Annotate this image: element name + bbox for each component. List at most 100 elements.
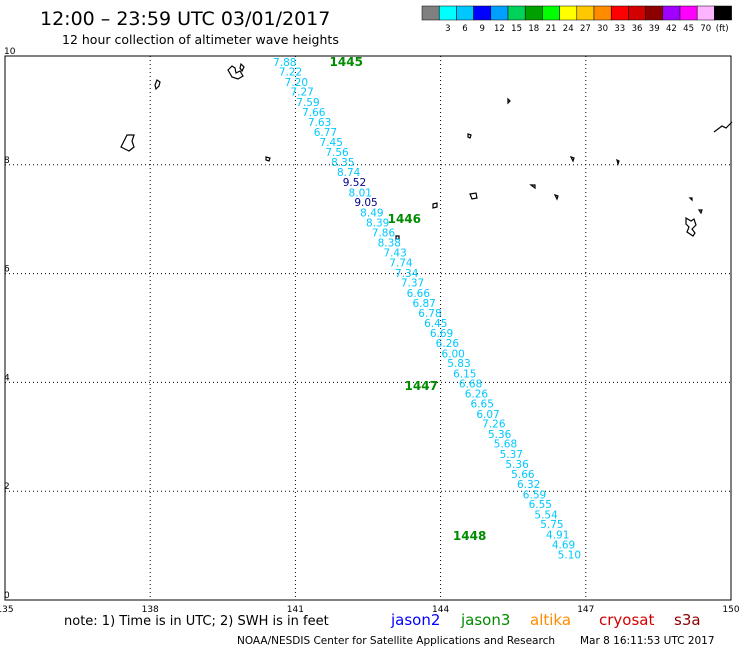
swh-value: 7.43 xyxy=(383,248,406,260)
island-outline xyxy=(467,133,472,139)
colorbar-legend: 3 6 9 12 15 18 21 24 27 30 33 36 39 42 45 70 (ft) xyxy=(421,5,732,34)
lon-tick-label: 138 xyxy=(142,605,159,615)
map-title: 12:00 – 23:59 UTC 03/01/2017 xyxy=(40,8,330,30)
island-outline xyxy=(432,202,438,209)
lon-tick-label: 135 xyxy=(0,605,14,615)
colorbar-swatch xyxy=(576,5,595,21)
island-outline xyxy=(713,121,733,133)
swh-value: 6.32 xyxy=(517,479,540,491)
swh-value: 5.10 xyxy=(558,550,581,562)
swh-value: 5.37 xyxy=(500,449,523,461)
island-outline xyxy=(265,156,271,162)
swh-value: 8.38 xyxy=(378,237,401,249)
island-outline xyxy=(395,235,400,240)
swh-value: 6.55 xyxy=(529,499,552,511)
colorbar-tick-label: 45 xyxy=(683,24,694,34)
swh-value: 6.69 xyxy=(430,328,453,340)
colorbar-swatch xyxy=(679,5,698,21)
lat-tick-label: 6 xyxy=(4,265,10,275)
swh-value: 6.68 xyxy=(459,378,482,390)
swh-value: 7.59 xyxy=(296,97,319,109)
island-outline xyxy=(469,192,478,200)
lat-tick-label: 0 xyxy=(4,591,10,601)
swh-value: 8.01 xyxy=(349,187,372,199)
colorbar-tick-label: 30 xyxy=(597,24,608,34)
lon-tick-label: 147 xyxy=(577,605,594,615)
colorbar-tick-label: 3 xyxy=(445,24,450,34)
footer-credit: NOAA/NESDIS Center for Satellite Applica… xyxy=(237,635,555,647)
lon-tick-label: 150 xyxy=(722,605,739,615)
colorbar-tick-label: 15 xyxy=(511,24,522,34)
swh-value: 9.05 xyxy=(354,197,377,209)
colorbar-swatch xyxy=(610,5,629,21)
legend-jason3: jason3 xyxy=(460,611,510,629)
lat-tick-label: 10 xyxy=(4,47,16,57)
grid-lines xyxy=(5,56,731,600)
island-outline xyxy=(239,62,245,73)
swh-value: 7.63 xyxy=(308,117,331,129)
swh-value: 7.56 xyxy=(325,147,349,159)
swh-value: 5.66 xyxy=(511,469,535,481)
island-outline xyxy=(569,155,575,163)
colorbar-swatch xyxy=(438,5,457,21)
footer-timestamp: Mar 8 16:11:53 UTC 2017 xyxy=(580,635,715,647)
colorbar-swatch xyxy=(559,5,578,21)
swh-value: 8.74 xyxy=(337,167,361,179)
swh-value: 6.78 xyxy=(418,308,441,320)
legend-note: note: 1) Time is in UTC; 2) SWH is in fe… xyxy=(64,614,329,629)
swh-value: 7.86 xyxy=(372,228,396,240)
swh-value: 6.26 xyxy=(465,389,489,401)
colorbar-swatch xyxy=(456,5,474,21)
lon-tick-label: 141 xyxy=(287,605,304,615)
pass-label: 1446 xyxy=(388,212,421,226)
colorbar-swatch xyxy=(507,5,526,21)
swh-value: 5.54 xyxy=(534,509,558,521)
island-outline xyxy=(697,209,703,215)
swh-value: 8.35 xyxy=(331,157,354,169)
map-subtitle: 12 hour collection of altimeter wave hei… xyxy=(62,32,339,47)
legend-jason2: jason2 xyxy=(390,611,440,629)
colorbar-tick-label: 18 xyxy=(528,24,539,34)
swh-value: 6.77 xyxy=(314,127,337,139)
colorbar-tick-label: 9 xyxy=(479,24,484,34)
swh-value: 4.69 xyxy=(552,539,575,551)
swh-value: 5.68 xyxy=(494,439,517,451)
colorbar-swatch xyxy=(593,5,612,21)
colorbar-tick-label: 21 xyxy=(546,24,557,34)
swh-value: 6.59 xyxy=(523,489,546,501)
colorbar-swatch xyxy=(421,5,440,21)
colorbar-swatch xyxy=(714,5,732,21)
swh-value: 8.39 xyxy=(366,217,389,229)
colorbar-tick-label: 24 xyxy=(563,24,574,34)
swh-value: 5.83 xyxy=(447,358,470,370)
island-outline xyxy=(227,65,244,80)
island-outline xyxy=(685,216,697,237)
swh-value: 6.15 xyxy=(453,369,476,381)
lat-tick-label: 4 xyxy=(4,373,10,383)
island-outline xyxy=(616,158,620,167)
colorbar-swatch xyxy=(696,5,715,21)
satellite-legend: note: 1) Time is in UTC; 2) SWH is in fe… xyxy=(64,611,701,629)
island-outline xyxy=(507,97,511,105)
lon-tick-label: 144 xyxy=(432,605,449,615)
island-outline xyxy=(120,134,135,152)
colorbar-swatch xyxy=(662,5,681,21)
colorbar-swatch xyxy=(542,5,560,21)
swh-value: 5.36 xyxy=(488,429,512,441)
swh-value: 7.20 xyxy=(285,77,308,89)
swh-value: 6.66 xyxy=(407,288,431,300)
swh-value: 5.75 xyxy=(540,519,563,531)
swh-value: 7.66 xyxy=(302,107,326,119)
swh-value: 5.36 xyxy=(505,459,529,471)
swh-value: 7.27 xyxy=(290,87,313,99)
colorbar-swatch xyxy=(524,5,543,21)
colorbar-tick-label: 33 xyxy=(614,24,625,34)
lat-tick-label: 8 xyxy=(4,156,10,166)
swh-value: 6.26 xyxy=(436,338,460,350)
swh-value: 7.88 xyxy=(273,57,296,69)
swh-value: 7.37 xyxy=(401,278,424,290)
altimeter-tracks: 7.887.227.207.277.597.667.636.777.457.56… xyxy=(273,55,581,562)
island-outline xyxy=(553,193,559,201)
island-outlines xyxy=(120,62,733,240)
